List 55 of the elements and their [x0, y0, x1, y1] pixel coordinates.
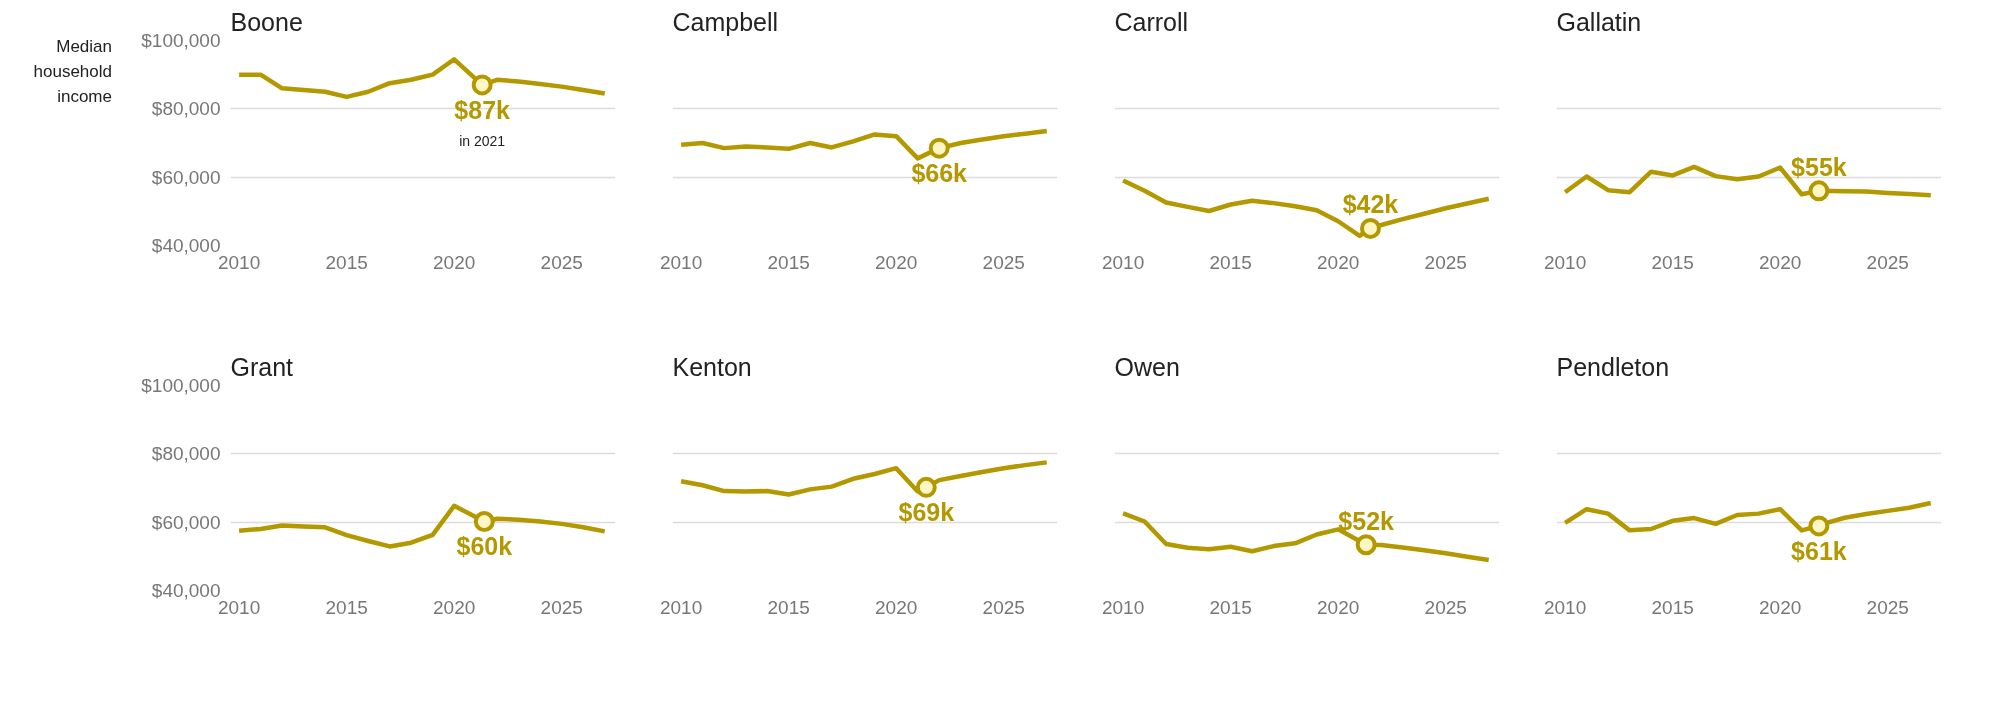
x-tick-label: 2025 — [540, 596, 583, 618]
x-tick-label: 2015 — [767, 251, 810, 273]
x-tick-label: 2020 — [433, 251, 476, 273]
x-tick-label: 2015 — [1209, 596, 1252, 618]
chart-title: Gallatin — [1556, 7, 1642, 36]
x-tick-label: 2025 — [1866, 251, 1909, 273]
x-tick-label: 2010 — [1543, 251, 1587, 273]
annotation: $55k — [1791, 152, 1847, 181]
x-tick-label: 2025 — [1424, 596, 1467, 618]
y-tick-label: $100,000 — [141, 375, 221, 396]
x-tick-label: 2015 — [1651, 251, 1694, 273]
y-tick-label: $60,000 — [151, 511, 221, 533]
x-tick-label: 2020 — [1317, 251, 1360, 273]
x-tick-label: 2010 — [659, 251, 703, 273]
y-axis-title: Median household income — [32, 36, 112, 108]
line-series — [236, 57, 607, 100]
x-tick-label: 2025 — [1866, 596, 1909, 618]
x-tick-label: 2020 — [1317, 596, 1360, 618]
x-tick-label: 2025 — [982, 596, 1025, 618]
chart-title: Boone — [230, 7, 303, 36]
x-tick-label: 2015 — [1209, 251, 1252, 273]
annotation: $69k — [898, 498, 955, 527]
x-tick-label: 2020 — [875, 251, 918, 273]
annotation: $42k — [1342, 190, 1399, 219]
x-tick-label: 2015 — [1651, 596, 1694, 618]
y-tick-label: $100,000 — [141, 30, 221, 51]
x-tick-label: 2015 — [767, 596, 810, 618]
annotation: $52k — [1338, 506, 1395, 535]
x-tick-label: 2010 — [1543, 596, 1587, 618]
chart-title: Owen — [1114, 352, 1180, 381]
x-tick-label: 2020 — [875, 596, 918, 618]
chart-title: Grant — [230, 352, 294, 381]
x-tick-label: 2025 — [982, 251, 1025, 273]
x-tick-label: 2025 — [1424, 251, 1467, 273]
annotation: $87k — [454, 95, 511, 124]
y-tick-label: $80,000 — [151, 443, 221, 465]
x-tick-label: 2025 — [540, 251, 583, 273]
annotation: $61k — [1791, 536, 1847, 565]
x-tick-label: 2015 — [325, 251, 368, 273]
x-tick-label: 2020 — [433, 596, 476, 618]
x-tick-label: 2010 — [1101, 251, 1145, 273]
annotation: in 2021 — [459, 132, 506, 149]
x-tick-label: 2020 — [1759, 596, 1802, 618]
x-tick-label: 2015 — [325, 596, 368, 618]
y-tick-label: $60,000 — [151, 166, 221, 188]
y-tick-label: $80,000 — [151, 98, 221, 120]
chart-title: Kenton — [672, 352, 752, 381]
chart-title: Pendleton — [1556, 352, 1670, 381]
chart-title: Campbell — [672, 7, 779, 36]
annotation: $66k — [911, 159, 968, 188]
x-tick-label: 2020 — [1759, 251, 1802, 273]
chart-title: Carroll — [1114, 7, 1189, 36]
annotation: $60k — [456, 532, 513, 561]
x-tick-label: 2010 — [659, 596, 703, 618]
x-tick-label: 2010 — [1101, 596, 1145, 618]
